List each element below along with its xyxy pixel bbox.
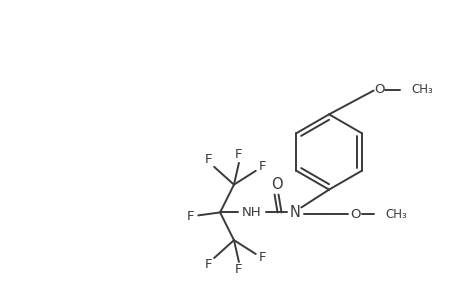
Text: F: F — [204, 258, 212, 272]
Text: F: F — [235, 263, 242, 276]
Text: O: O — [270, 177, 282, 192]
Text: F: F — [204, 153, 212, 167]
Text: F: F — [186, 210, 194, 223]
Text: O: O — [374, 83, 384, 96]
Text: O: O — [350, 208, 360, 221]
Text: NH: NH — [241, 206, 261, 219]
Text: CH₃: CH₃ — [385, 208, 406, 221]
Text: N: N — [289, 205, 300, 220]
Text: F: F — [235, 148, 242, 161]
Text: F: F — [258, 160, 266, 173]
Text: F: F — [258, 251, 266, 265]
Text: CH₃: CH₃ — [410, 83, 432, 96]
